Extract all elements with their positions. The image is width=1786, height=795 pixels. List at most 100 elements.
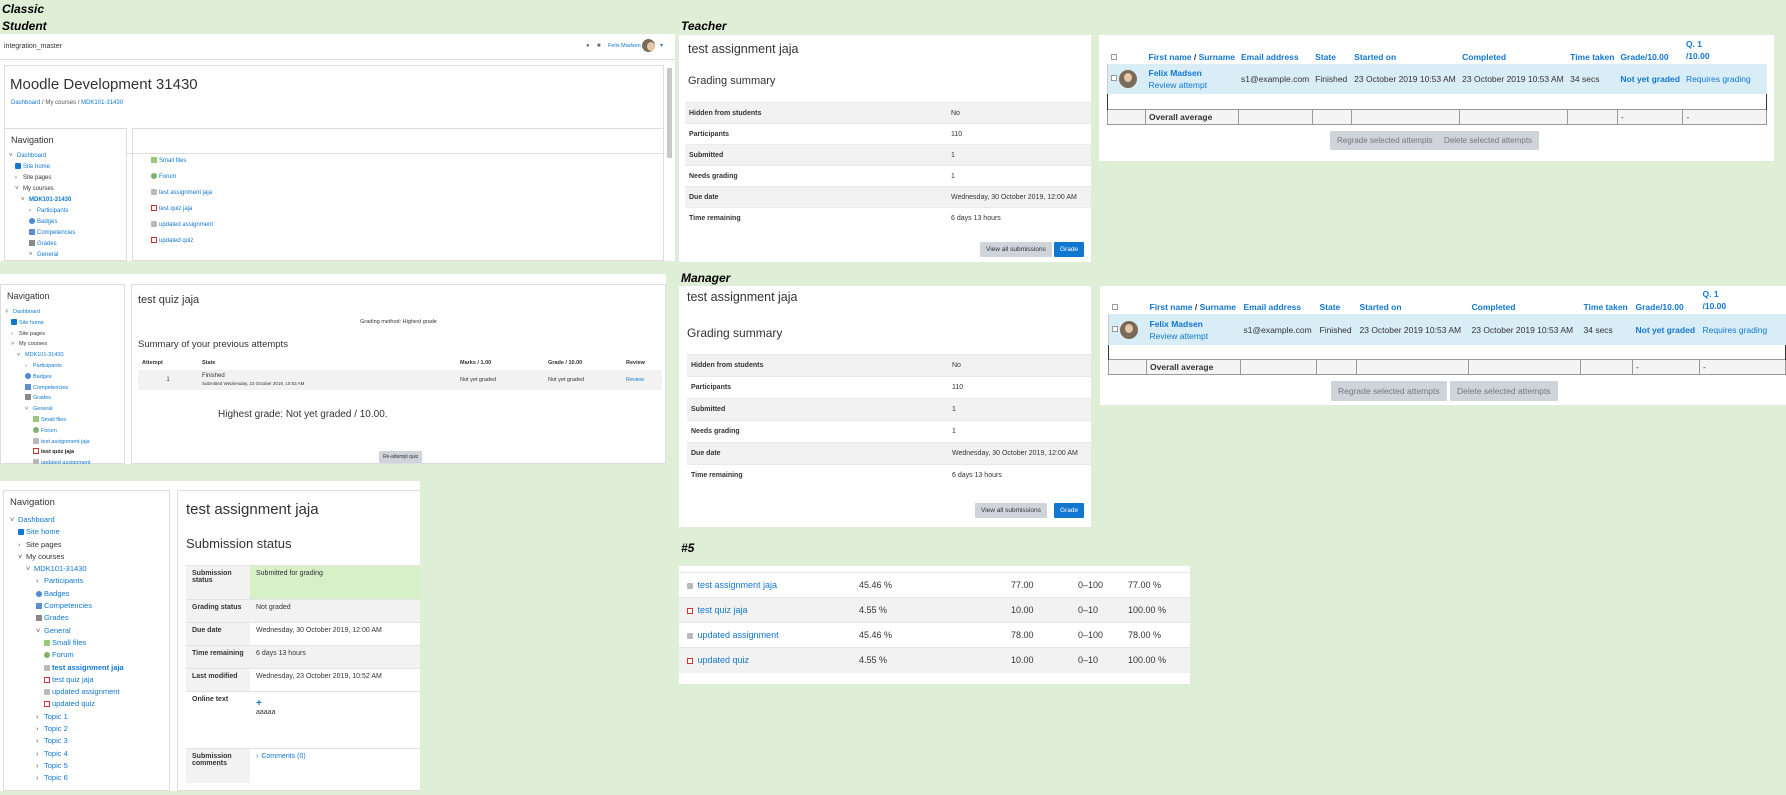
grade-link[interactable]: Not yet graded (1620, 74, 1680, 84)
comments-link[interactable]: Comments (0) (261, 753, 306, 760)
nav-badges[interactable]: Badges (44, 588, 70, 598)
nav-dashboard[interactable]: Dashboard (17, 153, 47, 159)
col-q1[interactable]: Q. 1 (1685, 39, 1702, 49)
nav-forum[interactable]: Forum (41, 427, 57, 434)
review-attempt-link[interactable]: Review attempt (1148, 80, 1208, 90)
nav-participants[interactable]: Participants (37, 208, 69, 214)
nav-my-courses[interactable]: My courses (19, 341, 48, 348)
nav-site-pages[interactable]: Site pages (26, 539, 62, 549)
view-all-submissions-button[interactable]: View all submissions (980, 242, 1052, 257)
regrade-selected-button[interactable]: Regrade selected attempts (1331, 381, 1447, 401)
chevron-down-icon[interactable]: ˅ (9, 153, 13, 159)
chevron-right-icon[interactable]: › (36, 773, 39, 783)
col-completed[interactable]: Completed (1471, 302, 1516, 312)
chevron-right-icon[interactable]: › (36, 760, 39, 770)
chevron-right-icon[interactable]: › (36, 711, 39, 721)
chevron-down-icon[interactable]: ˅ (21, 197, 25, 203)
chevron-right-icon[interactable]: › (256, 753, 259, 760)
view-all-submissions-button[interactable]: View all submissions (975, 503, 1047, 518)
activity-updated-assignment[interactable]: updated assignment (159, 222, 214, 228)
nav-site-pages[interactable]: Site pages (19, 330, 45, 337)
table-row[interactable]: Felix Madsen Review attempt s1@example.co… (1107, 64, 1767, 94)
user-avatar[interactable] (1120, 320, 1139, 339)
reattempt-quiz-button[interactable]: Re-attempt quiz (379, 451, 423, 463)
delete-selected-button[interactable]: Delete selected attempts (1437, 131, 1540, 150)
chevron-right-icon[interactable]: › (36, 724, 39, 734)
nav-general[interactable]: General (44, 625, 71, 635)
chevron-down-icon[interactable]: ˅ (29, 252, 33, 258)
select-all-checkbox[interactable] (1111, 304, 1118, 310)
nav-dashboard[interactable]: Dashboard (18, 515, 55, 524)
chevron-down-icon[interactable]: ˅ (18, 551, 23, 561)
user-avatar[interactable] (1119, 70, 1138, 88)
col-completed[interactable]: Completed (1462, 52, 1507, 62)
site-name[interactable]: integration_master (4, 43, 62, 50)
requires-grading-link[interactable]: Requires grading (1702, 324, 1768, 335)
nav-course[interactable]: MDK101-31430 (34, 564, 87, 574)
table-row[interactable]: Felix Madsen Review attempt s1@example.co… (1108, 314, 1786, 345)
user-avatar[interactable] (642, 39, 655, 52)
message-icon[interactable]: ■ (597, 43, 601, 49)
nav-site-home[interactable]: Site home (23, 164, 51, 170)
expand-plus-icon[interactable]: + (256, 698, 262, 709)
nav-general[interactable]: General (37, 252, 59, 258)
nav-assignment-current[interactable]: test assignment jaja (52, 662, 124, 672)
nav-dashboard[interactable]: Dashboard (13, 309, 40, 315)
breadcrumb-course[interactable]: MDK101-31430 (81, 100, 124, 106)
nav-updated-assignment[interactable]: updated assignment (52, 687, 120, 697)
nav-small-files[interactable]: Small files (52, 637, 87, 647)
nav-grades[interactable]: Grades (33, 395, 52, 402)
chevron-down-icon[interactable]: ˅ (17, 352, 21, 359)
select-all-checkbox[interactable] (1110, 54, 1117, 60)
chevron-down-icon[interactable]: ˅ (5, 309, 9, 315)
regrade-selected-button[interactable]: Regrade selected attempts (1330, 131, 1440, 150)
nav-competencies[interactable]: Competencies (37, 230, 76, 236)
review-link[interactable]: Review (626, 377, 645, 383)
chevron-down-icon[interactable]: ˅ (25, 406, 29, 413)
col-grade[interactable]: Grade/10.00 (1635, 302, 1684, 312)
nav-small-files[interactable]: Small files (41, 416, 67, 423)
nav-topic-6[interactable]: Topic 6 (44, 773, 68, 783)
grade-item-link[interactable]: test assignment jaja (697, 580, 778, 590)
nav-topic-5[interactable]: Topic 5 (44, 760, 68, 770)
nav-updated-assignment[interactable]: updated assignment (41, 460, 91, 464)
chevron-down-icon[interactable]: ˅ (15, 186, 19, 192)
activity-assignment[interactable]: test assignment jaja (159, 190, 213, 196)
chevron-down-icon[interactable]: ˅ (36, 625, 41, 635)
sort-surname[interactable]: Surname (1199, 302, 1236, 312)
col-started[interactable]: Started on (1359, 302, 1402, 312)
nav-competencies[interactable]: Competencies (44, 601, 92, 611)
col-grade[interactable]: Grade/10.00 (1620, 52, 1669, 62)
col-state[interactable]: State (1319, 302, 1341, 312)
grade-button[interactable]: Grade (1054, 503, 1085, 518)
nav-site-home[interactable]: Site home (19, 319, 44, 326)
chevron-down-icon[interactable]: ˅ (11, 341, 15, 348)
nav-quiz-current[interactable]: test quiz jaja (41, 449, 75, 456)
nav-topic-3[interactable]: Topic 3 (44, 736, 68, 746)
grade-link[interactable]: Not yet graded (1635, 324, 1696, 335)
nav-topic-2[interactable]: Topic 2 (44, 724, 68, 734)
nav-course[interactable]: MDK101-31430 (29, 197, 72, 203)
nav-topic-4[interactable]: Topic 4 (44, 748, 68, 758)
sort-first-name[interactable]: First name (1148, 52, 1192, 62)
sort-surname[interactable]: Surname (1198, 52, 1235, 62)
nav-updated-quiz[interactable]: updated quiz (52, 699, 95, 709)
col-time[interactable]: Time taken (1583, 302, 1628, 312)
grade-item-link[interactable]: updated quiz (697, 655, 750, 666)
col-email[interactable]: Email address (1243, 302, 1302, 312)
grade-item-link[interactable]: updated assignment (697, 630, 779, 640)
row-checkbox[interactable] (1111, 75, 1117, 82)
requires-grading-link[interactable]: Requires grading (1685, 74, 1751, 84)
breadcrumb-my-courses[interactable]: My courses (45, 100, 77, 106)
grade-button[interactable]: Grade (1054, 242, 1085, 257)
user-name-link[interactable]: Felix Madsen (1148, 68, 1202, 78)
nav-badges[interactable]: Badges (37, 219, 58, 225)
nav-competencies[interactable]: Competencies (33, 384, 69, 391)
chevron-right-icon[interactable]: › (36, 748, 39, 758)
sort-first-name[interactable]: First name (1149, 302, 1193, 312)
nav-badges[interactable]: Badges (33, 373, 52, 380)
chevron-right-icon[interactable]: › (36, 736, 39, 746)
nav-my-courses[interactable]: My courses (26, 551, 65, 561)
chevron-right-icon[interactable]: › (18, 539, 21, 549)
nav-forum[interactable]: Forum (52, 650, 74, 660)
